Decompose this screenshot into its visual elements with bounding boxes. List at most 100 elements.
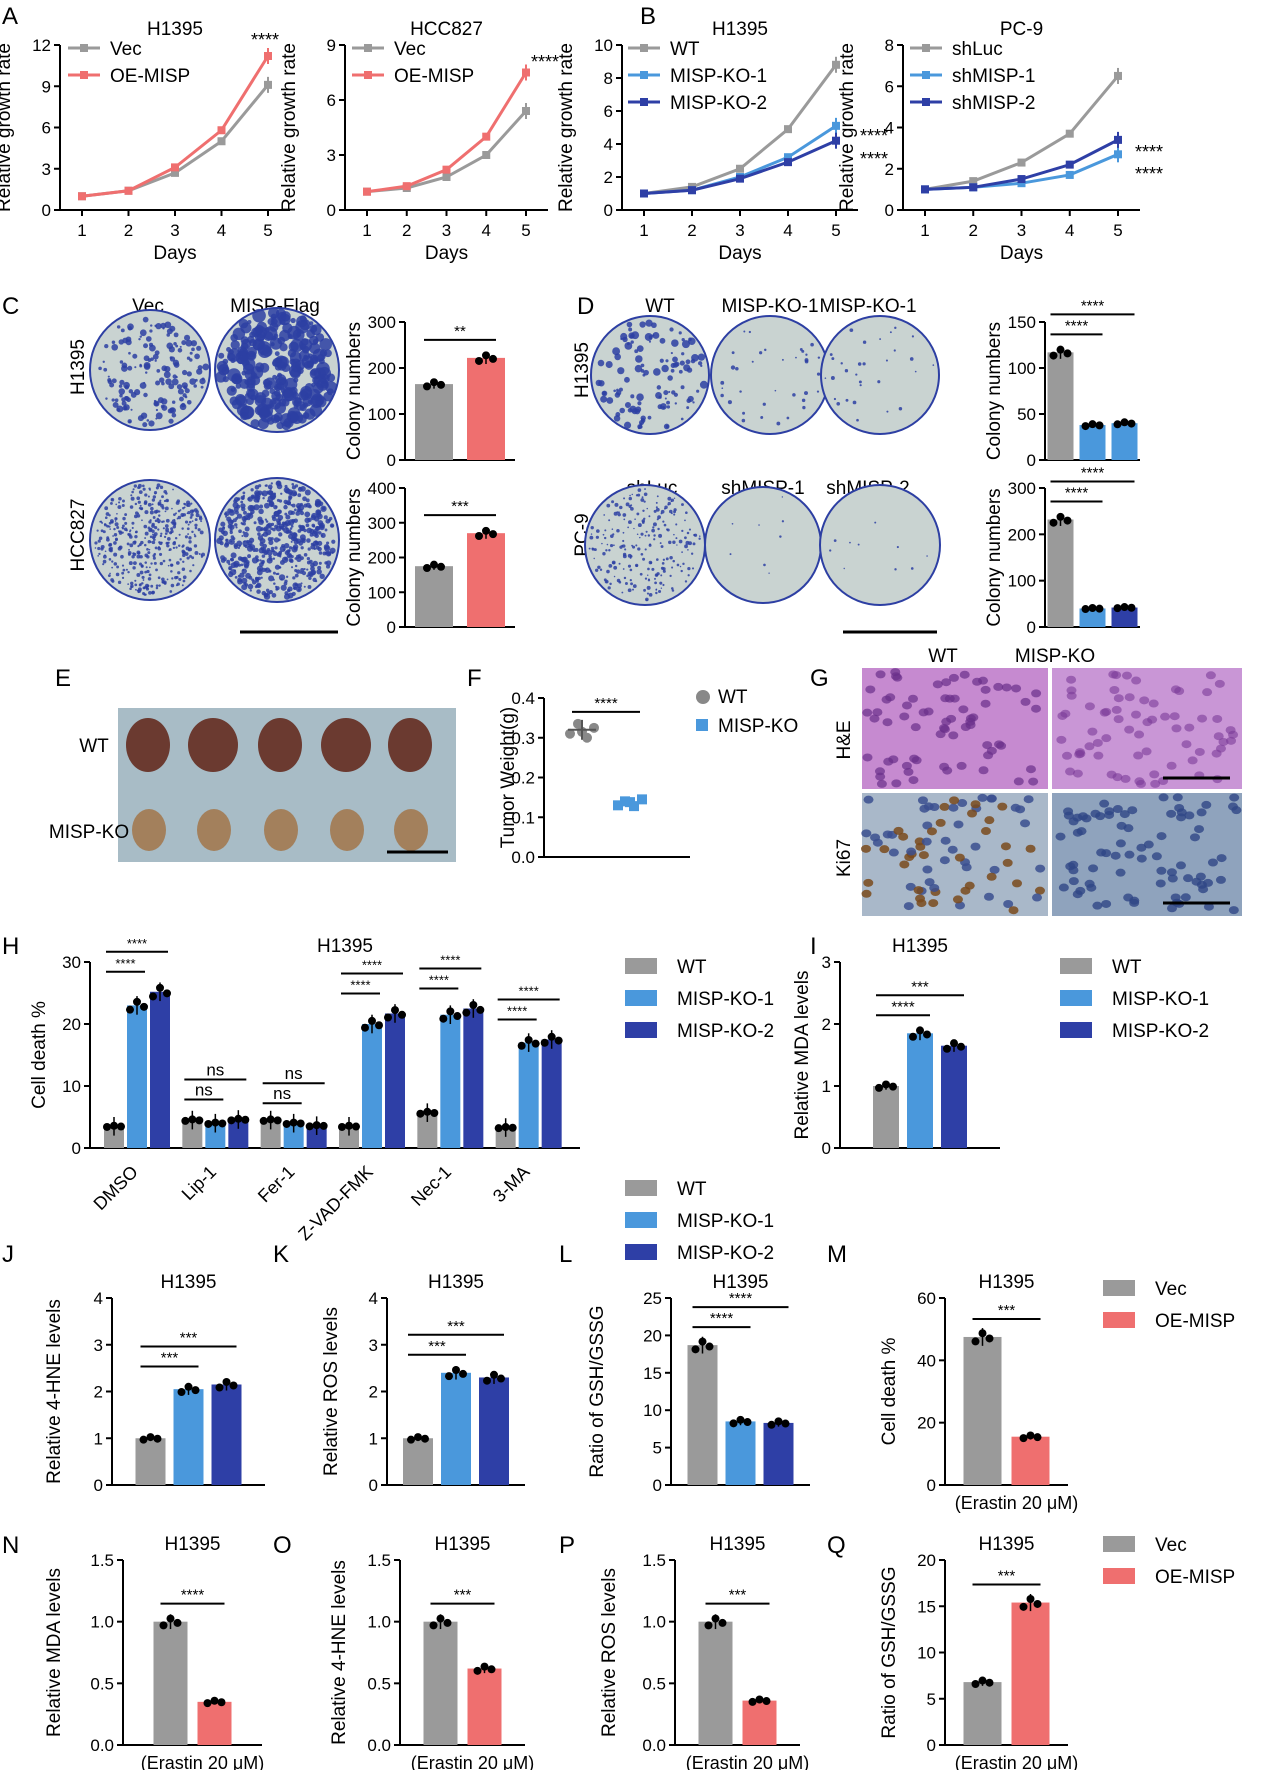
- colony: [670, 498, 675, 502]
- colony: [648, 515, 651, 518]
- nucleus: [882, 718, 893, 727]
- colony: [164, 321, 172, 329]
- colony: [270, 546, 275, 551]
- chart-title-L: H1395: [713, 1272, 769, 1293]
- y-tick-label-B2: 2: [885, 160, 894, 179]
- colony: [644, 534, 647, 537]
- data-point-H: [195, 1116, 204, 1125]
- significance-label-O: ***: [454, 1587, 472, 1604]
- data-point-K: [483, 1376, 491, 1385]
- colony: [628, 327, 633, 332]
- colony: [608, 549, 611, 552]
- colony: [234, 576, 238, 579]
- colony: [287, 510, 294, 516]
- colony: [676, 544, 678, 546]
- colony: [636, 393, 644, 402]
- colony: [126, 397, 131, 403]
- y-tick-label-A1: 12: [32, 36, 51, 55]
- colony: [162, 527, 165, 530]
- colony: [169, 356, 176, 362]
- colony: [255, 362, 265, 372]
- colony: [225, 538, 229, 543]
- x-tick-label-B1: 1: [639, 221, 648, 240]
- data-point-B1-2: [736, 174, 744, 183]
- colony: [115, 538, 118, 542]
- row-label-D: H1395: [572, 342, 593, 398]
- colony: [279, 545, 286, 552]
- chart-title-A2: HCC827: [410, 19, 483, 40]
- colony: [128, 389, 134, 394]
- colony: [688, 528, 691, 531]
- colony: [614, 353, 621, 361]
- nucleus: [1088, 864, 1099, 873]
- colony: [687, 395, 694, 403]
- colony: [193, 384, 197, 388]
- colony: [684, 544, 688, 549]
- nucleus: [1131, 676, 1142, 685]
- colony: [161, 365, 168, 372]
- colony: [167, 564, 170, 567]
- colony: [681, 529, 684, 533]
- colony: [657, 527, 660, 531]
- colony: [678, 539, 683, 544]
- colony: [263, 502, 270, 509]
- legend-label-M: OE-MISP: [1155, 1311, 1235, 1332]
- colony: [149, 488, 151, 491]
- chart-title-P: H1395: [710, 1534, 766, 1555]
- nucleus: [986, 872, 997, 881]
- colony: [161, 381, 165, 386]
- data-point-C2: [430, 560, 438, 569]
- colony: [113, 527, 116, 531]
- y-axis-label-J: Relative 4-HNE levels: [44, 1299, 65, 1484]
- colony: [252, 308, 266, 323]
- colony: [264, 484, 267, 487]
- data-point-H: [282, 1119, 291, 1128]
- colony: [215, 371, 227, 383]
- colony: [236, 540, 243, 547]
- colony: [106, 536, 110, 540]
- colony: [310, 562, 315, 568]
- colony: [275, 586, 280, 591]
- colony: [885, 359, 888, 362]
- nucleus: [1166, 809, 1177, 818]
- chart-title-N: H1395: [165, 1534, 221, 1555]
- colony: [284, 512, 288, 516]
- colony: [122, 516, 126, 521]
- nucleus: [872, 838, 883, 847]
- colony: [134, 502, 138, 506]
- data-point-H: [312, 1121, 321, 1130]
- dish-D-sh1-colonies: [729, 496, 785, 574]
- legend-label-M: Vec: [1155, 1279, 1187, 1300]
- data-point-L: [774, 1417, 783, 1426]
- colony: [184, 388, 190, 394]
- colony: [176, 384, 183, 390]
- colony: [184, 552, 189, 556]
- colony: [652, 334, 655, 337]
- colony: [588, 547, 591, 550]
- x-tick-label-B2: 5: [1113, 221, 1122, 240]
- colony: [606, 569, 610, 574]
- colony: [189, 378, 197, 385]
- colony: [294, 508, 297, 512]
- y-tick-label-C2: 400: [368, 479, 396, 498]
- data-point-A1-1: [78, 192, 86, 201]
- legend-label-I: WT: [1112, 957, 1142, 978]
- colony: [612, 561, 616, 565]
- colony: [304, 517, 311, 524]
- colony: [111, 579, 115, 583]
- colony: [109, 572, 111, 575]
- legend-label-A2: Vec: [394, 39, 426, 60]
- y-axis-label-H: Cell death %: [29, 1001, 50, 1109]
- colony: [193, 508, 198, 512]
- tumor-ko: [197, 809, 231, 851]
- bar-P-1: [742, 1700, 777, 1745]
- nucleus: [1062, 751, 1073, 760]
- colony: [609, 582, 612, 586]
- data-point-B1-2: [688, 186, 696, 195]
- colony: [240, 500, 244, 504]
- colony: [646, 574, 649, 576]
- colony: [655, 574, 659, 577]
- colony: [668, 540, 672, 545]
- y-tick-label-M: 60: [917, 1289, 936, 1308]
- x-axis-label-N: (Erastin 20 μM): [141, 1753, 264, 1770]
